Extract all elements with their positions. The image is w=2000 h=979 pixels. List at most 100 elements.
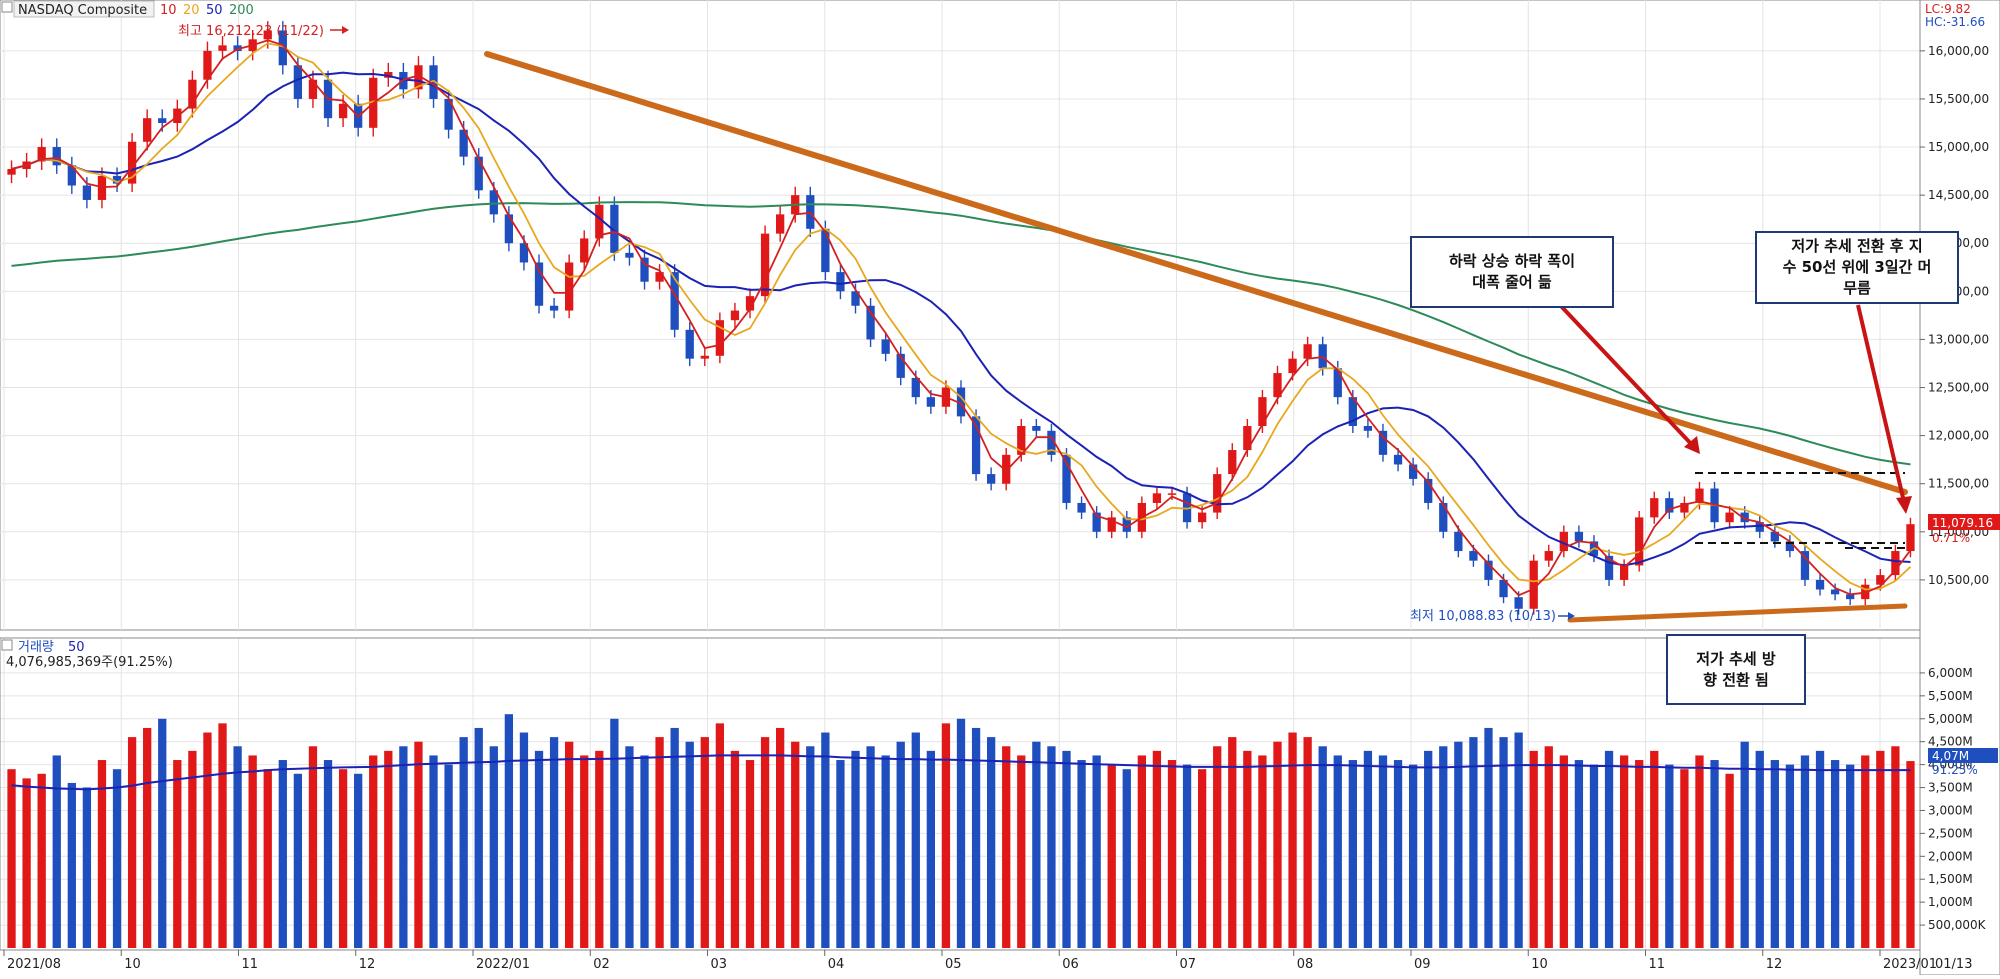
volume-bar <box>776 727 785 948</box>
candle-body <box>866 305 875 340</box>
volume-bar <box>866 746 875 948</box>
x-right-label: 01/13 <box>1935 957 1972 972</box>
candle-body <box>745 296 755 311</box>
moving-averages <box>11 39 1912 597</box>
volume-bar <box>1152 750 1162 948</box>
annotation-arrow-1 <box>1558 303 1697 450</box>
volume-bar <box>399 746 408 948</box>
volume-bar <box>1167 760 1177 948</box>
high-arrow-head <box>342 26 349 34</box>
x-tick-label: 05 <box>945 957 962 972</box>
volume-bar <box>806 746 815 948</box>
volume-bar <box>715 723 725 948</box>
volume-bar <box>1047 746 1056 948</box>
volume-bar <box>1469 737 1478 948</box>
candle-body <box>1635 517 1644 566</box>
volume-bar <box>97 760 107 948</box>
candle-body <box>1273 373 1282 398</box>
volume-tick-label: 1,500M <box>1928 872 1973 886</box>
volume-bar <box>821 732 830 948</box>
annotation-stay-above-50: 저가 추세 전환 후 지 수 50선 위에 3일간 머 무름 <box>1755 231 1959 304</box>
volume-bar <box>1830 760 1840 948</box>
annotation-low-trend-change: 저가 추세 방 향 전환 됨 <box>1666 634 1806 705</box>
price-tick-label: 12,500,00 <box>1928 381 1989 395</box>
volume-tick-label: 500,000K <box>1928 918 1987 932</box>
last-price: 11,079.16 <box>1932 516 1993 530</box>
volume-bar <box>1032 741 1041 948</box>
candle-body <box>158 118 167 123</box>
volume-bar <box>1408 764 1418 948</box>
candle-body <box>1228 450 1237 475</box>
ma10-legend: 10 <box>160 3 177 18</box>
x-tick-label: 2021/08 <box>7 957 61 972</box>
volume-bar <box>1529 750 1538 948</box>
volume-bar <box>1710 760 1719 948</box>
candle-body <box>1800 551 1810 580</box>
volume-bar <box>896 741 905 948</box>
volume-bar <box>1092 755 1101 948</box>
candle-body <box>1107 517 1116 532</box>
volume-bar <box>1740 741 1749 948</box>
volume-bar <box>1861 755 1870 948</box>
volume-bar <box>1439 746 1448 948</box>
candle-body <box>293 65 303 99</box>
volume-bar <box>685 741 694 948</box>
volume-bar <box>1062 750 1071 948</box>
volume-bar <box>1680 769 1689 948</box>
candle-body <box>836 272 845 292</box>
volume-bar <box>1228 737 1237 948</box>
volume-bar <box>836 760 845 948</box>
volume-bar <box>1273 741 1282 948</box>
price-tick-label: 15,000,00 <box>1928 140 1989 154</box>
volume-bar <box>1122 769 1131 948</box>
x-tick-label: 2022/01 <box>476 957 530 972</box>
volume-bar <box>112 769 122 948</box>
volume-bar <box>670 727 679 948</box>
volume-bar <box>1318 746 1327 948</box>
volume-bar <box>941 723 951 948</box>
legend-toggle-icon[interactable] <box>1 1 13 13</box>
chart-title: NASDAQ Composite <box>18 3 147 18</box>
x-axis-labels: 2021/08 10 11 12 2022/01 02 03 04 05 06 07 08 09 10 11… <box>3 950 1937 972</box>
candle-body <box>1152 493 1162 503</box>
candle-body <box>911 377 920 398</box>
volume-bar <box>278 760 287 948</box>
volume-bar <box>1800 755 1810 948</box>
volume-bar <box>354 773 363 948</box>
price-tick-label: 12,000,00 <box>1928 429 1989 443</box>
volume-bar <box>1650 750 1659 948</box>
volume-toggle-icon[interactable] <box>1 639 13 651</box>
volume-bar <box>986 737 996 948</box>
candle-body <box>1725 512 1734 523</box>
candle-body <box>1439 502 1448 532</box>
volume-tick-label: 3,000M <box>1928 803 1973 817</box>
candle-body <box>776 214 785 234</box>
volume-bar <box>293 773 303 948</box>
volume-bar <box>1258 755 1267 948</box>
candle-body <box>127 141 137 184</box>
candle-body <box>82 185 92 200</box>
candle-body <box>1830 589 1840 595</box>
candle-body <box>1846 594 1855 600</box>
candle-body <box>851 291 860 306</box>
candle-body <box>489 190 498 215</box>
candle-body <box>821 228 830 273</box>
candle-body <box>1770 531 1779 542</box>
ma50-line <box>11 71 1911 567</box>
volume-bar <box>1137 755 1146 948</box>
ma10-line <box>11 39 1912 597</box>
candle-body <box>1077 502 1086 513</box>
candle-body <box>1303 344 1312 359</box>
last-price-tag <box>1928 514 2000 530</box>
candle-body <box>1092 512 1101 532</box>
x-tick-label: 08 <box>1297 957 1314 972</box>
candle-body <box>1378 430 1388 455</box>
x-tick-label: 2023/01 <box>1883 957 1937 972</box>
volume-bar <box>459 737 468 948</box>
volume-bar <box>1559 755 1568 948</box>
candle-body <box>37 147 46 162</box>
volume-bar <box>414 741 423 948</box>
symbol-box[interactable] <box>13 0 155 18</box>
last-change: 0.71% <box>1932 531 1970 545</box>
volume-bar <box>610 718 619 948</box>
